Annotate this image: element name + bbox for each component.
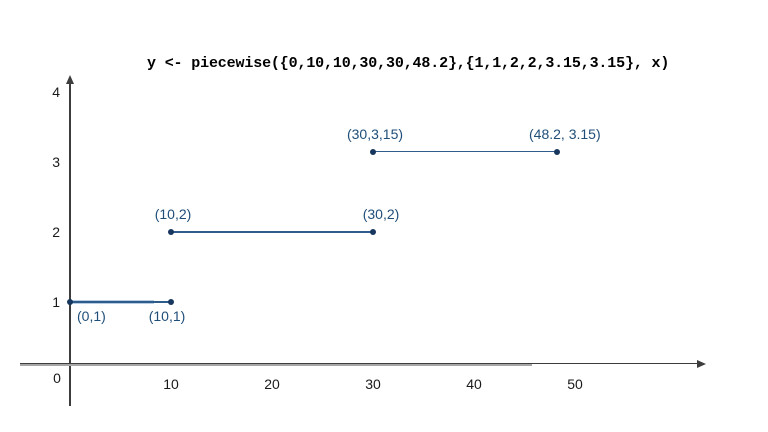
x-tick-label: 30 bbox=[365, 376, 381, 392]
data-point bbox=[553, 148, 560, 155]
y-tick-label: 1 bbox=[52, 294, 60, 310]
point-label: (30,3,15) bbox=[346, 125, 404, 142]
point-label: (10,1) bbox=[148, 308, 186, 324]
data-point bbox=[168, 229, 174, 235]
segment-line bbox=[171, 231, 373, 233]
chart-title: y <- piecewise({0,10,10,30,30,48.2},{1,1… bbox=[147, 55, 670, 72]
y-tick-label: 3 bbox=[52, 154, 60, 170]
y-axis-arrow-icon bbox=[65, 75, 74, 84]
x-tick-label: 50 bbox=[567, 376, 583, 392]
x-tick-label: 20 bbox=[264, 376, 280, 392]
data-point bbox=[67, 299, 73, 305]
x-axis-gray-line bbox=[20, 364, 532, 367]
y-axis-line bbox=[69, 83, 71, 406]
origin-label: 0 bbox=[53, 370, 61, 386]
point-label: (10,2) bbox=[154, 206, 192, 222]
point-label: (0,1) bbox=[77, 308, 106, 324]
segment-line bbox=[70, 301, 171, 303]
data-point bbox=[370, 148, 376, 155]
data-point bbox=[370, 229, 376, 235]
y-tick-label: 4 bbox=[52, 84, 60, 100]
x-axis-arrow-icon bbox=[697, 359, 706, 368]
x-axis-line bbox=[20, 362, 700, 365]
x-tick-label: 10 bbox=[163, 376, 179, 392]
point-label: (48.2, 3.15) bbox=[529, 125, 601, 142]
segment-line bbox=[373, 150, 557, 153]
data-point bbox=[168, 299, 174, 305]
y-tick-label: 2 bbox=[52, 224, 60, 240]
point-label: (30,2) bbox=[362, 206, 400, 222]
x-tick-label: 40 bbox=[466, 376, 482, 392]
